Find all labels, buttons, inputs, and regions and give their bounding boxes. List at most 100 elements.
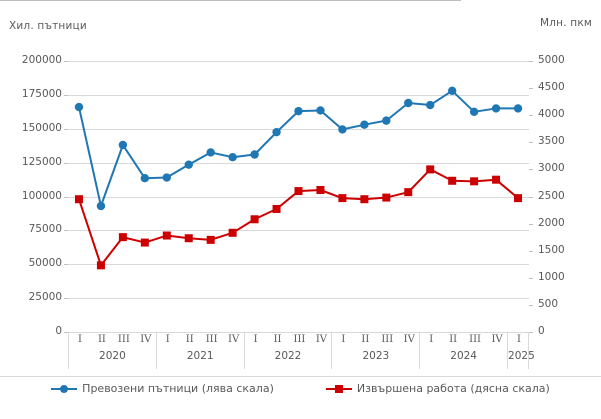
chart-legend: Превозени пътници (лява скала) Извършена … [0,376,601,399]
right-tick-mark [529,88,533,90]
data-point[interactable] [382,116,391,125]
data-point[interactable] [470,177,479,186]
gridline [68,94,529,96]
data-point[interactable] [492,175,501,184]
data-point[interactable] [96,261,105,270]
x-axis-quarter-label: IV [315,334,327,345]
x-axis-year-label: 2022 [274,350,302,362]
right-tick-label: 3500 [538,135,565,148]
left-tick-mark [64,264,68,266]
data-point[interactable] [250,150,259,159]
x-axis-year-group: I II III IV 2024 [419,333,507,369]
data-point[interactable] [338,194,347,203]
data-point[interactable] [294,187,303,196]
data-point[interactable] [469,107,479,117]
left-tick-mark [64,162,68,164]
data-point[interactable] [184,160,193,169]
gridline [68,332,529,333]
right-tick-mark [529,115,533,117]
legend-circle-marker-icon [51,383,78,394]
left-tick-label: 50000 [28,257,62,270]
data-point[interactable] [184,234,193,243]
x-axis-year-group: I 2025 [507,333,535,369]
gridline [68,196,529,198]
data-point[interactable] [514,194,523,203]
data-point[interactable] [162,173,171,182]
plot-area [68,61,529,333]
x-axis-year-label: 2021 [186,350,214,362]
x-axis-year-label: 2023 [362,350,390,362]
data-point[interactable] [250,215,259,224]
legend-item-2[interactable]: Извършена работа (дясна скала) [325,382,550,395]
data-point[interactable] [491,104,501,113]
x-axis-quarter-label: II [273,334,282,345]
data-point[interactable] [272,204,281,213]
data-point[interactable] [316,106,325,115]
data-point[interactable] [360,195,369,204]
data-point[interactable] [162,231,171,240]
right-axis-title: Млн. пкм [539,17,592,29]
data-point[interactable] [426,100,435,110]
left-tick-label: 150000 [21,121,62,134]
x-axis-quarter-label: IV [140,334,152,345]
right-tick-label: 4500 [538,81,565,94]
x-axis-quarter-label: III [381,334,394,345]
data-point[interactable] [294,106,303,116]
data-point[interactable] [447,86,457,96]
right-tick-mark [529,61,533,62]
right-tick-label: 2500 [538,189,565,202]
data-point[interactable] [426,165,435,174]
data-point[interactable] [74,102,84,112]
right-tick-mark [529,332,533,333]
legend-item-1[interactable]: Превозени пътници (лява скала) [51,382,274,395]
data-point[interactable] [118,233,127,242]
x-axis-quarter-label: IV [228,334,240,345]
data-point[interactable] [316,186,325,194]
data-point[interactable] [140,238,149,247]
x-axis-labels: I II III IV 2020 I II III IV 2021 I II III IV 2022 I II I… [68,333,535,369]
data-point[interactable] [272,127,281,137]
x-axis-quarter-label: III [469,334,482,345]
right-tick-label: 2000 [538,216,565,229]
data-point[interactable] [382,193,391,202]
data-point[interactable] [360,120,369,129]
data-point[interactable] [96,201,106,211]
x-axis-quarter-label: I [341,334,346,345]
data-point[interactable] [118,140,128,150]
x-axis-quarter-label: II [97,334,106,345]
x-axis-line [0,0,461,1]
gridline [68,61,529,62]
gridline [68,162,529,164]
x-axis-year-label: 2024 [450,350,477,362]
gridline [68,298,529,300]
data-point[interactable] [228,228,237,237]
data-point[interactable] [206,148,215,157]
x-axis-quarter-label: I [429,334,434,345]
data-point[interactable] [513,104,523,113]
left-tick-label: 175000 [21,87,62,100]
x-axis-quarter-label: II [361,334,370,345]
data-point[interactable] [140,174,150,183]
left-tick-label: 125000 [21,155,62,168]
data-point[interactable] [404,98,413,108]
data-point[interactable] [338,125,347,134]
x-axis-quarter-label: I [165,334,170,345]
data-point[interactable] [228,153,237,162]
x-axis-year-group: I II III IV 2021 [155,333,244,369]
data-point[interactable] [74,195,83,204]
data-point[interactable] [206,235,215,244]
x-axis-quarter-label: IV [491,334,503,345]
data-point[interactable] [448,176,457,185]
data-point[interactable] [404,188,413,197]
right-tick-label: 3000 [538,162,565,175]
left-tick-mark [64,298,68,300]
x-axis-quarter-label: III [293,334,306,345]
x-axis-year-label: 2020 [99,350,126,362]
right-tick-mark [529,223,533,225]
right-tick-mark [529,169,533,171]
right-tick-label: 5000 [538,54,565,66]
right-tick-label: 0 [538,325,545,337]
left-tick-mark [64,230,68,232]
left-tick-label: 200000 [21,54,62,66]
x-axis-quarter-label: IV [403,334,415,345]
